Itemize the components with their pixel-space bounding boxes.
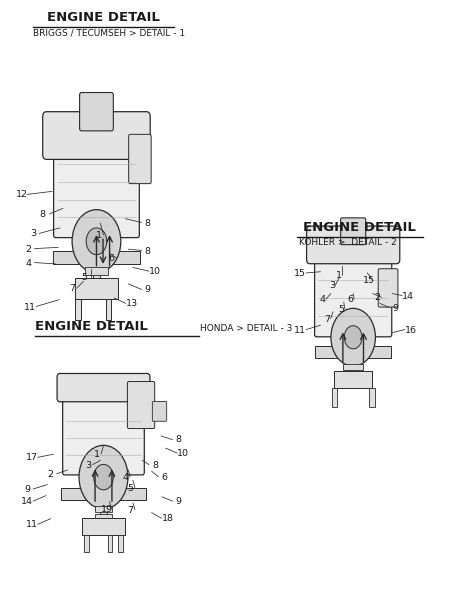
Bar: [106, 299, 111, 321]
Text: 17: 17: [26, 453, 38, 462]
Text: 8: 8: [175, 435, 182, 444]
Bar: [332, 388, 337, 406]
Text: 4: 4: [122, 473, 128, 482]
Text: 9: 9: [392, 304, 398, 313]
Text: 18: 18: [162, 515, 173, 523]
Text: KOHLER >  DETAIL - 2: KOHLER > DETAIL - 2: [299, 238, 397, 247]
FancyBboxPatch shape: [57, 373, 150, 402]
Text: 15: 15: [294, 269, 306, 278]
Text: 9: 9: [175, 497, 182, 506]
Text: 3: 3: [30, 230, 36, 238]
Text: 1: 1: [94, 449, 100, 459]
FancyBboxPatch shape: [128, 381, 155, 429]
Bar: [93, 229, 100, 299]
Text: 8: 8: [40, 210, 46, 219]
Text: 7: 7: [127, 506, 133, 515]
Text: ENGINE DETAIL: ENGINE DETAIL: [35, 319, 147, 333]
FancyBboxPatch shape: [43, 112, 150, 160]
Text: 11: 11: [294, 325, 306, 335]
Bar: [85, 278, 108, 284]
Bar: [108, 535, 112, 552]
Text: 14: 14: [21, 497, 33, 506]
Text: 13: 13: [126, 300, 137, 308]
Bar: [85, 268, 108, 274]
Text: 7: 7: [324, 314, 330, 324]
Bar: [61, 488, 146, 500]
FancyBboxPatch shape: [152, 402, 167, 421]
Text: 6: 6: [161, 473, 167, 482]
Text: 3: 3: [85, 460, 91, 470]
Bar: [54, 251, 139, 265]
Text: 3: 3: [329, 281, 335, 290]
Text: ENGINE DETAIL: ENGINE DETAIL: [47, 11, 160, 24]
Text: 4: 4: [26, 258, 32, 268]
Text: 7: 7: [69, 284, 75, 293]
Text: 6: 6: [109, 254, 114, 263]
Text: HONDA > DETAIL - 3: HONDA > DETAIL - 3: [200, 324, 292, 333]
Text: 2: 2: [26, 245, 32, 254]
Bar: [95, 522, 112, 528]
Text: 14: 14: [402, 292, 414, 300]
FancyBboxPatch shape: [80, 93, 113, 131]
Bar: [343, 364, 363, 370]
FancyBboxPatch shape: [378, 269, 398, 307]
FancyBboxPatch shape: [54, 152, 139, 238]
Bar: [75, 299, 81, 321]
Text: 9: 9: [24, 485, 30, 494]
Text: 8: 8: [152, 460, 158, 470]
FancyBboxPatch shape: [307, 226, 400, 264]
Text: 1: 1: [336, 271, 342, 280]
Bar: [82, 518, 125, 535]
Bar: [95, 507, 112, 512]
Bar: [75, 278, 118, 299]
Text: 5: 5: [338, 305, 344, 314]
Circle shape: [72, 209, 121, 273]
Text: BRIGGS / TECUMSEH > DETAIL - 1: BRIGGS / TECUMSEH > DETAIL - 1: [33, 28, 185, 37]
Text: 8: 8: [144, 247, 150, 255]
Text: 5: 5: [82, 273, 88, 282]
Text: 11: 11: [24, 303, 36, 311]
Text: 19: 19: [101, 505, 113, 513]
Text: 16: 16: [405, 325, 417, 335]
Text: 5: 5: [127, 484, 133, 493]
Circle shape: [94, 464, 113, 490]
Circle shape: [344, 325, 362, 349]
Text: 9: 9: [144, 286, 150, 295]
Bar: [343, 373, 363, 378]
Text: 4: 4: [319, 295, 325, 304]
Bar: [369, 388, 374, 406]
Text: 15: 15: [363, 276, 375, 286]
Text: 11: 11: [26, 520, 38, 529]
Circle shape: [331, 308, 375, 366]
Bar: [335, 371, 372, 388]
Bar: [100, 465, 107, 533]
FancyBboxPatch shape: [63, 375, 144, 475]
Bar: [84, 535, 89, 552]
Bar: [350, 327, 356, 387]
Text: 8: 8: [144, 219, 150, 228]
Text: 2: 2: [374, 293, 381, 302]
FancyBboxPatch shape: [128, 134, 151, 184]
Bar: [118, 535, 123, 552]
Text: 1: 1: [96, 231, 102, 239]
Text: 10: 10: [149, 267, 161, 276]
Circle shape: [86, 228, 107, 255]
Text: ENGINE DETAIL: ENGINE DETAIL: [303, 221, 416, 234]
Text: 6: 6: [347, 295, 353, 304]
Text: 12: 12: [16, 190, 27, 199]
Circle shape: [79, 445, 128, 509]
FancyBboxPatch shape: [315, 257, 392, 337]
Text: 10: 10: [177, 448, 189, 457]
Bar: [315, 346, 391, 357]
Text: 2: 2: [47, 470, 54, 479]
Bar: [95, 514, 112, 520]
FancyBboxPatch shape: [341, 218, 366, 244]
